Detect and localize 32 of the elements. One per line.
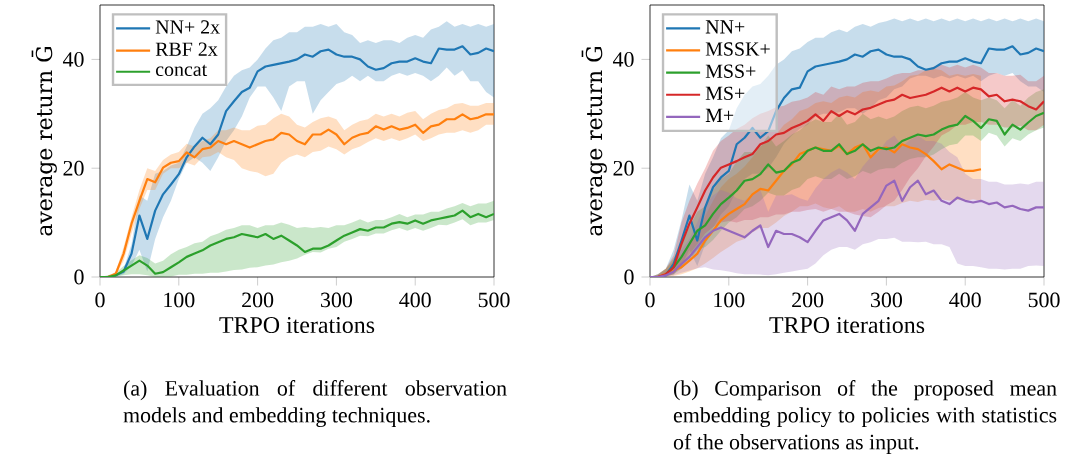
y-tick-label: 20 xyxy=(63,160,84,176)
legend-label: NN+ 2x xyxy=(155,20,220,34)
x-tick-label: 100 xyxy=(714,292,745,308)
y-axis-title: average return Ḡ xyxy=(31,47,57,236)
text: (b) Comparison of the proposed mean embedding policy to policies with statistics of the observations as input. xyxy=(673,380,1057,454)
legend-label: MSSK+ xyxy=(705,42,770,56)
legend-label: MSS+ xyxy=(705,64,756,78)
y-tick-label: 0 xyxy=(624,269,634,285)
y-tick-label: 0 xyxy=(74,269,84,285)
x-tick-label: 400 xyxy=(949,292,981,308)
x-tick-label: 0 xyxy=(95,292,105,308)
x-tick-label: 100 xyxy=(164,292,195,308)
x-tick-label: 200 xyxy=(792,292,824,308)
legend-label: NN+ xyxy=(705,20,745,34)
x-tick-label: 500 xyxy=(1028,292,1060,308)
y-tick-label: 40 xyxy=(612,52,634,67)
y-tick-label: 40 xyxy=(62,52,84,67)
x-axis-title: TRPO iterations xyxy=(219,317,375,334)
x-tick-label: 300 xyxy=(321,292,353,308)
x-tick-label: 400 xyxy=(399,292,431,308)
legend-label: concat xyxy=(155,64,208,77)
y-axis-title: average return Ḡ xyxy=(581,47,607,236)
x-tick-label: 300 xyxy=(871,292,903,308)
legend-label: RBF 2x xyxy=(155,42,218,56)
legend-label: M+ xyxy=(705,108,734,122)
y-tick-label: 20 xyxy=(613,160,634,176)
x-tick-label: 200 xyxy=(242,292,274,308)
text: (a) Evaluation of different observation models and embedding techniques. xyxy=(123,380,507,428)
x-tick-label: 500 xyxy=(478,292,510,308)
x-tick-label: 0 xyxy=(645,292,655,308)
legend-label: MS+ xyxy=(705,86,745,101)
x-axis-title: TRPO iterations xyxy=(769,317,925,334)
